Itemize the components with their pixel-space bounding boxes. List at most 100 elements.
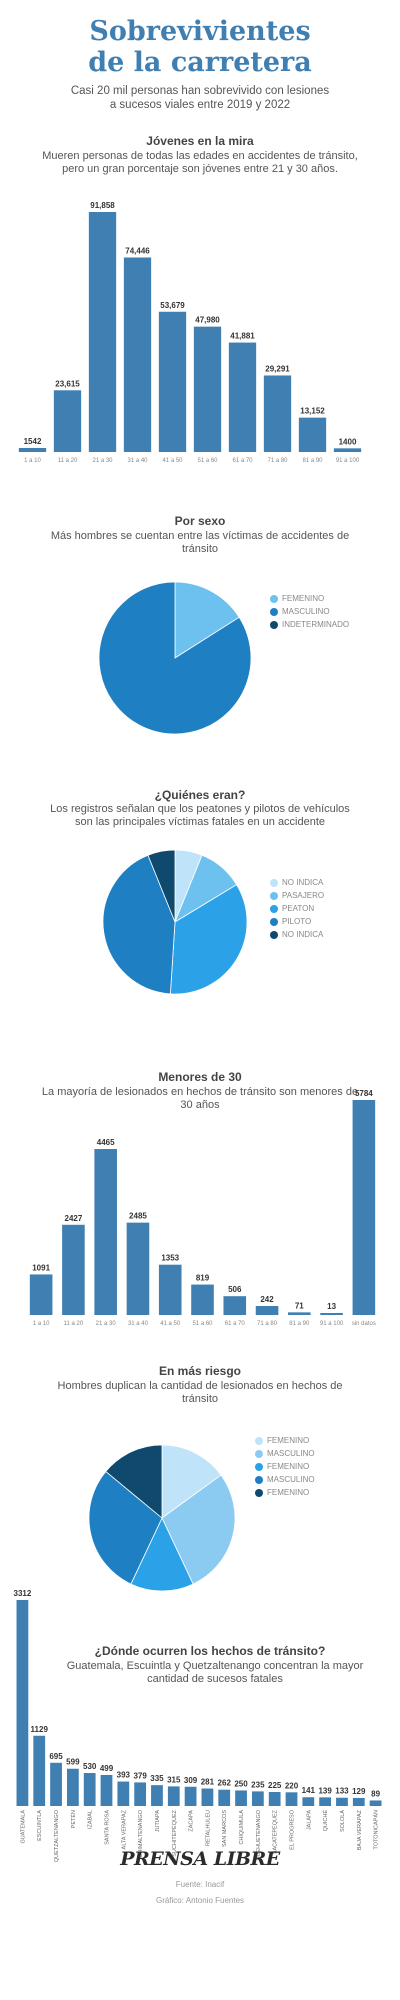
legend-swatch — [270, 607, 278, 616]
bar-value-label: 599 — [66, 1758, 80, 1767]
bar — [100, 1774, 113, 1806]
bar — [223, 1296, 247, 1315]
legend-label: INDETERMINADO — [282, 620, 350, 629]
section-subtitle-riesgo: Hombres duplican la cantidad de lesionad… — [57, 1380, 343, 1405]
bar — [117, 1781, 130, 1806]
bar — [167, 1786, 180, 1806]
bar — [369, 1800, 382, 1806]
category-label: sin datos — [352, 1321, 376, 1327]
bar — [151, 1785, 163, 1806]
injured-age-bar-chart: 1091 1 a 10 2427 11 a 20 4465 21 a 30 2485 31 a… — [29, 1089, 376, 1327]
section-title-menores: Menores de 30 — [158, 1070, 242, 1084]
bar — [352, 1797, 365, 1806]
bar-value-label: 71 — [295, 1301, 304, 1310]
bar-value-label: 250 — [234, 1779, 248, 1788]
bar — [319, 1797, 332, 1806]
legend-swatch — [270, 620, 278, 629]
bar-value-label: 91,858 — [90, 201, 115, 210]
pie-slice — [105, 1444, 163, 1519]
category-label: 31 a 40 — [127, 458, 148, 464]
category-label: ESCUINTLA — [37, 1810, 43, 1841]
legend-item: PASAJERO — [270, 889, 324, 902]
section-title-jovenes: Jóvenes en la mira — [146, 134, 254, 148]
legend-swatch — [270, 594, 278, 603]
category-label: 41 a 50 — [162, 458, 183, 464]
bar — [83, 1773, 96, 1806]
injured-sex-pie-chart — [88, 1444, 236, 1592]
category-label: 71 a 80 — [267, 458, 288, 464]
category-label: HUEHUETENANGO — [256, 1809, 262, 1860]
bar-value-label: 41,881 — [230, 332, 255, 341]
section-subtitle-jovenes: Mueren personas de todas las edades en a… — [42, 150, 358, 175]
legend-label: FEMENINO — [267, 1488, 310, 1497]
pie-slice — [161, 1444, 222, 1519]
bar-value-label: 1353 — [161, 1254, 179, 1263]
bar-value-label: 242 — [260, 1295, 274, 1304]
bar-value-label: 141 — [302, 1786, 316, 1795]
legend-item: NO INDICA — [270, 928, 324, 941]
bar — [218, 1789, 231, 1806]
pie-slice — [147, 849, 176, 923]
bar — [158, 1264, 182, 1315]
bar-value-label: 281 — [201, 1778, 215, 1787]
legend-item: MASCULINO — [255, 1447, 315, 1460]
category-label: ALTA VERAPAZ — [121, 1809, 127, 1849]
bar-value-label: 29,291 — [265, 364, 290, 373]
bar-value-label: 225 — [268, 1781, 282, 1790]
pie-slice — [161, 1474, 236, 1585]
bar — [184, 1786, 197, 1806]
bar-value-label: 220 — [285, 1781, 299, 1790]
legend-swatch — [270, 878, 278, 887]
category-label: 61 a 70 — [232, 458, 253, 464]
section-title-riesgo: En más riesgo — [158, 1364, 242, 1378]
legend-label: MASCULINO — [282, 607, 330, 616]
bar — [123, 257, 152, 452]
title-line-1: Sobrevivientes — [89, 16, 311, 47]
bar-value-label: 5784 — [355, 1089, 373, 1098]
department-bar-chart: 3312 GUATEMALA 1129 ESCUINTLA 695 QUETZALTENA… — [14, 1589, 382, 1862]
bar-value-label: 133 — [335, 1787, 349, 1796]
bar-value-label: 235 — [251, 1780, 265, 1789]
bar-value-label: 13 — [327, 1302, 336, 1311]
category-label: JUTIAPA — [155, 1810, 161, 1833]
legend-item: INDETERMINADO — [270, 618, 349, 631]
bar-value-label: 2427 — [65, 1214, 83, 1223]
legend-item: PEATON — [270, 902, 324, 915]
legend-swatch — [270, 930, 278, 939]
bar — [288, 1312, 311, 1315]
section-title-sexo: Por sexo — [174, 514, 226, 528]
bar-value-label: 74,446 — [125, 246, 150, 255]
pie-slice — [98, 581, 252, 735]
section-subtitle-sexo: Más hombres se cuentan entre las víctima… — [50, 530, 350, 555]
category-label: SUCHITEPÉQUEZ — [171, 1809, 178, 1856]
legend-item: FEMENINO — [255, 1434, 315, 1447]
legend-item: MASCULINO — [255, 1473, 315, 1486]
bar — [88, 212, 117, 452]
credit-note: Gráfico: Antonio Fuentes — [155, 1896, 245, 1905]
bar-value-label: 819 — [196, 1274, 210, 1283]
legend-sexo: FEMENINO MASCULINO INDETERMINADO — [270, 592, 349, 631]
category-label: 51 a 60 — [192, 1321, 213, 1327]
category-label: QUETZALTENANGO — [54, 1809, 60, 1862]
bar — [62, 1224, 85, 1315]
legend-swatch — [270, 904, 278, 913]
bar-value-label: 89 — [371, 1789, 380, 1798]
legend-label: PEATON — [282, 904, 315, 913]
legend-label: FEMENINO — [267, 1436, 310, 1445]
bar-value-label: 2485 — [129, 1212, 147, 1221]
bar-value-label: 23,615 — [55, 379, 80, 388]
bar-value-label: 530 — [83, 1762, 97, 1771]
bar-value-label: 309 — [184, 1776, 198, 1785]
category-label: JALAPA — [306, 1810, 312, 1830]
category-label: 51 a 60 — [197, 458, 218, 464]
bar — [126, 1222, 150, 1315]
age-deaths-bar-chart: 1542 1 a 10 23,615 11 a 20 91,858 21 a 30 74,4… — [18, 201, 362, 464]
legend-label: NO INDICA — [282, 930, 324, 939]
category-label: 21 a 30 — [92, 458, 113, 464]
bar — [268, 1792, 281, 1806]
bar — [94, 1149, 117, 1315]
legend-swatch — [255, 1436, 263, 1445]
category-label: QUICHÉ — [322, 1810, 329, 1832]
legend-item: PILOTO — [270, 915, 324, 928]
